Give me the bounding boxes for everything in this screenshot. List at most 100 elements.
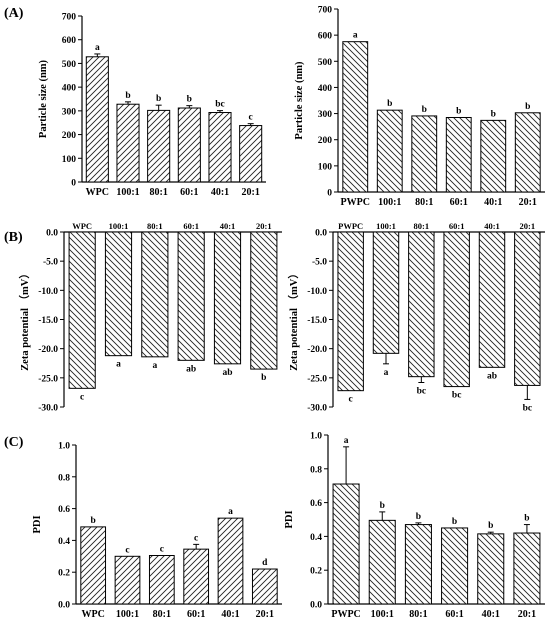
y-tick-label: 1.0 [58,442,70,452]
category-label: 80:1 [415,197,433,208]
category-label: 80:1 [149,187,167,198]
y-tick-label: 100 [318,162,333,172]
bar [68,231,96,389]
bar [141,231,169,358]
bar [332,483,360,605]
bar [337,231,364,392]
category-label: 60:1 [445,609,463,620]
y-axis-label: Particle size (nm) [38,59,49,138]
category-label: WPC [86,187,109,198]
y-tick-label: -20.0 [38,345,58,355]
bar [513,532,541,605]
y-tick-label: 0.0 [315,229,327,239]
significance-letter: b [416,512,421,522]
category-label: 100:1 [378,197,401,208]
y-tick-label: -5.0 [312,258,327,268]
category-label: 20:1 [241,187,259,198]
significance-letter: ab [186,364,196,374]
significance-letter: a [95,43,100,53]
y-axis-label: Zeta potential （mV） [18,268,31,371]
category-label: 20:1 [256,609,274,620]
y-tick-label: -25.0 [307,374,327,384]
bar [404,524,432,605]
y-tick-label: 0.4 [58,537,70,547]
y-tick-label: 300 [62,107,77,117]
y-tick-label: 100 [62,155,77,165]
bar [372,231,400,354]
y-tick-label: 500 [318,58,333,68]
bar [478,231,506,368]
significance-letter: ab [487,371,497,381]
category-label: 20:1 [518,609,536,620]
significance-letter: a [116,360,121,370]
bar [342,41,369,193]
y-tick-label: -10.0 [38,287,58,297]
significance-letter: c [349,395,353,405]
y-tick-label: 0.6 [310,499,322,509]
category-label: 100:1 [371,609,394,620]
category-label: PWPC [338,221,363,231]
category-label: 40:1 [484,221,500,231]
category-label: 80:1 [147,221,163,231]
y-tick-label: 400 [318,84,333,94]
panel-label-b: (B) [4,230,23,245]
bar [85,56,109,183]
category-label: 60:1 [450,197,468,208]
bar [408,231,435,378]
category-label: 60:1 [183,221,199,231]
y-tick-label: 700 [62,13,77,23]
significance-letter: b [91,516,96,526]
category-label: 60:1 [187,609,205,620]
significance-letter: bc [215,100,225,110]
significance-letter: b [491,109,496,119]
category-label: 100:1 [116,609,139,620]
category-label: 100:1 [109,221,129,231]
category-label: 100:1 [116,187,139,198]
y-tick-label: -10.0 [307,287,327,297]
category-label: 80:1 [409,609,427,620]
bar [443,231,470,388]
significance-letter: c [249,113,253,123]
y-tick-label: 0.0 [46,229,58,239]
category-label: PWPC [331,609,360,620]
y-tick-label: 1.0 [310,432,322,442]
significance-letter: a [228,507,233,517]
y-tick-label: 0.8 [58,473,70,483]
bar [114,555,141,605]
category-label: 40:1 [221,609,239,620]
y-tick-label: 0.0 [310,601,322,611]
y-tick-label: 0.4 [310,533,322,543]
bar [116,103,140,183]
significance-letter: b [261,373,266,383]
bar [477,533,505,605]
significance-letter: bc [452,391,462,401]
bar [239,125,263,183]
bar [217,517,244,605]
significance-letter: ab [222,368,232,378]
category-label: 20:1 [520,221,536,231]
y-tick-label: 400 [62,84,77,94]
bar [250,231,278,370]
bar [148,555,175,605]
bar [177,107,201,183]
significance-letter: b [187,95,192,105]
significance-letter: b [380,501,385,511]
bar [183,548,210,605]
y-tick-label: -30.0 [38,404,58,414]
bar [480,119,507,193]
y-tick-label: -15.0 [307,316,327,326]
y-tick-label: 600 [318,32,333,42]
y-tick-label: -25.0 [38,374,58,384]
y-axis-label: PDI [32,515,43,533]
bar [251,568,278,605]
y-tick-label: 0.6 [58,505,70,515]
category-label: PWPC [341,197,370,208]
significance-letter: a [384,368,389,378]
significance-letter: a [152,361,157,371]
category-label: WPC [72,221,92,231]
bar [368,519,396,605]
y-tick-label: 0.2 [310,567,322,577]
y-axis-label: Zeta potential （mV） [287,268,300,371]
bar [177,231,205,361]
significance-letter: c [125,545,129,555]
